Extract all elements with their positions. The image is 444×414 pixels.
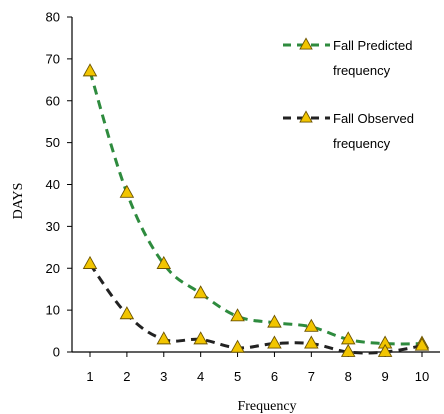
x-tick-label: 5 [234, 369, 241, 384]
y-tick-label: 40 [46, 177, 60, 192]
legend-item-1: Fall Predicted frequency [283, 37, 412, 78]
legend-swatch-marker [299, 110, 313, 123]
x-tick-label: 1 [86, 369, 93, 384]
legend-item-2: Fall Observed frequency [283, 110, 414, 151]
y-axis-title: DAYS [11, 183, 26, 220]
data-point [304, 318, 319, 332]
y-tick-label: 80 [46, 10, 60, 25]
legend-label: Fall Predicted [333, 38, 412, 53]
legend-label: frequency [333, 136, 391, 151]
series-line [88, 71, 423, 346]
y-tick-label: 20 [46, 261, 60, 276]
series-2 [82, 255, 430, 357]
data-point [119, 306, 135, 320]
data-point [119, 184, 135, 198]
x-tick-label: 4 [197, 369, 204, 384]
x-tick-label: 8 [345, 369, 352, 384]
data-point [414, 337, 430, 351]
x-axis-title: Frequency [237, 399, 296, 414]
x-tick-label: 7 [308, 369, 315, 384]
data-point [340, 343, 356, 357]
data-point [82, 63, 98, 77]
series-1 [82, 63, 430, 349]
axes: 0 10 20 30 40 50 60 70 80 1 2 3 4 5 6 7 8 9 10 [46, 10, 440, 384]
data-point [82, 255, 98, 269]
data-point [377, 343, 393, 357]
y-tick-label: 0 [53, 345, 60, 360]
data-point [156, 255, 172, 269]
data-point [230, 339, 245, 353]
data-point [267, 335, 282, 349]
x-tick-label: 2 [123, 369, 130, 384]
y-tick-label: 30 [46, 219, 60, 234]
data-point [156, 331, 172, 345]
series-layer [82, 63, 430, 357]
y-tick-label: 60 [46, 93, 60, 108]
data-point [230, 308, 245, 322]
legend-label: frequency [333, 63, 391, 78]
data-point [193, 331, 208, 345]
x-tick-label: 10 [415, 369, 429, 384]
y-tick-label: 50 [46, 135, 60, 150]
x-tick-label: 9 [381, 369, 388, 384]
series-line [88, 263, 423, 355]
data-point [193, 285, 208, 299]
legend: Fall Predicted frequency Fall Observed freq… [283, 37, 414, 151]
legend-swatch-marker [299, 37, 313, 50]
data-point [267, 314, 282, 328]
y-tick-label: 10 [46, 303, 60, 318]
x-tick-label: 3 [160, 369, 167, 384]
y-tick-label: 70 [46, 51, 60, 66]
data-point [304, 335, 319, 349]
legend-label: Fall Observed [333, 111, 414, 126]
x-tick-label: 6 [271, 369, 278, 384]
